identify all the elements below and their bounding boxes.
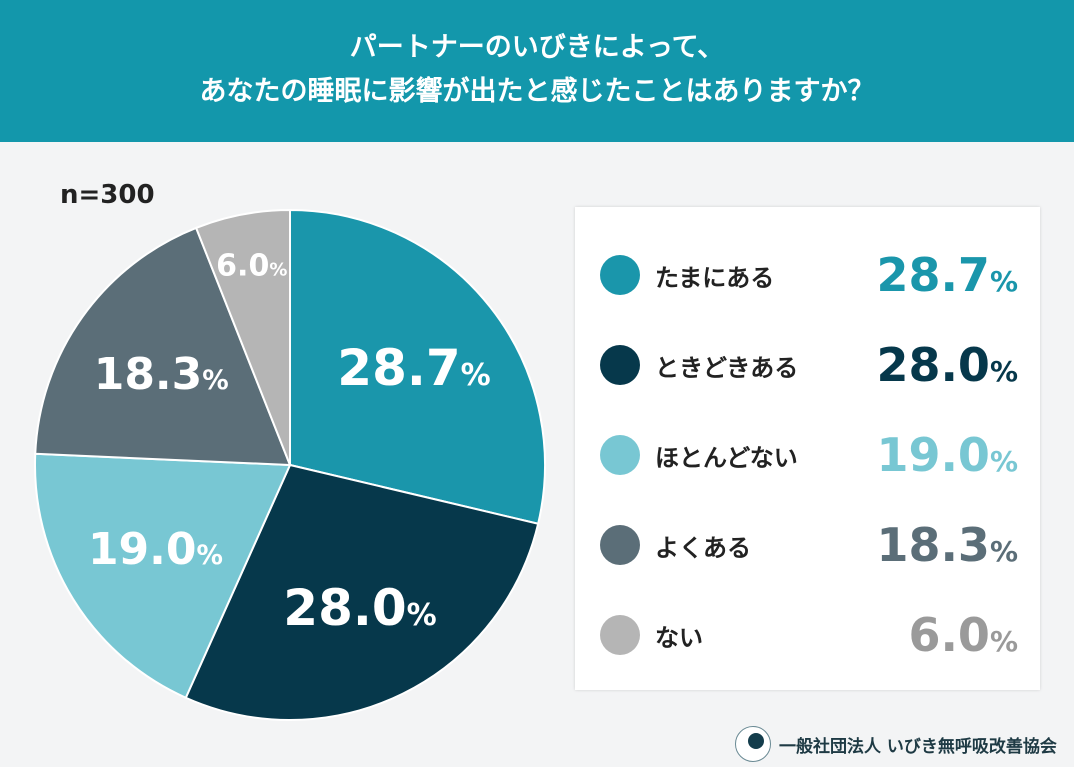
pie-slice-3: [34, 226, 292, 467]
pie-slice-1: [184, 463, 540, 721]
legend-label: たまにある: [655, 263, 775, 292]
legend-label: ない: [655, 623, 703, 652]
legend-swatch: [600, 255, 640, 295]
slice-label-0: 28.7%: [337, 339, 490, 397]
organization-name: 一般社団法人 いびき無呼吸改善協会: [779, 736, 1057, 757]
title-line-2: あなたの睡眠に影響が出たと感じたことはありますか？: [199, 76, 875, 107]
legend-item: よくある 18.3%: [575, 515, 1040, 575]
legend-label: ほとんどない: [655, 443, 798, 472]
legend-value: 18.3%: [876, 518, 1018, 572]
legend-swatch: [600, 435, 640, 475]
legend-value: 6.0%: [908, 608, 1018, 662]
legend-label: ときどきある: [655, 353, 799, 382]
legend-value: 19.0%: [876, 428, 1018, 482]
pie-slice-0: [289, 208, 546, 525]
legend: たまにある 28.7% ときどきある 28.0% ほとんどない 19.0% よくある 18.3…: [575, 207, 1040, 690]
sample-size: n=300: [60, 180, 155, 210]
title-line-1: パートナーのいびきによって、: [349, 32, 725, 63]
slice-label-4: 6.0%: [216, 248, 287, 283]
legend-value: 28.7%: [876, 248, 1018, 302]
legend-item: ほとんどない 19.0%: [575, 425, 1040, 485]
legend-item: たまにある 28.7%: [575, 245, 1040, 305]
legend-label: よくある: [655, 533, 751, 562]
chart-title: パートナーのいびきによって、 あなたの睡眠に影響が出たと感じたことはありますか？: [0, 0, 1074, 142]
legend-item: ない 6.0%: [575, 605, 1040, 665]
legend-swatch: [600, 345, 640, 385]
legend-item: ときどきある 28.0%: [575, 335, 1040, 395]
pie-slice-2: [34, 452, 292, 700]
legend-swatch: [600, 525, 640, 565]
organization-logo-icon: [735, 726, 771, 762]
legend-swatch: [600, 615, 640, 655]
pie-slice-4: [194, 208, 291, 466]
footer: 一般社団法人 いびき無呼吸改善協会: [735, 726, 1057, 762]
legend-value: 28.0%: [876, 338, 1018, 392]
pie-chart: 28.7%28.0%19.0%18.3%6.0%: [34, 208, 546, 721]
